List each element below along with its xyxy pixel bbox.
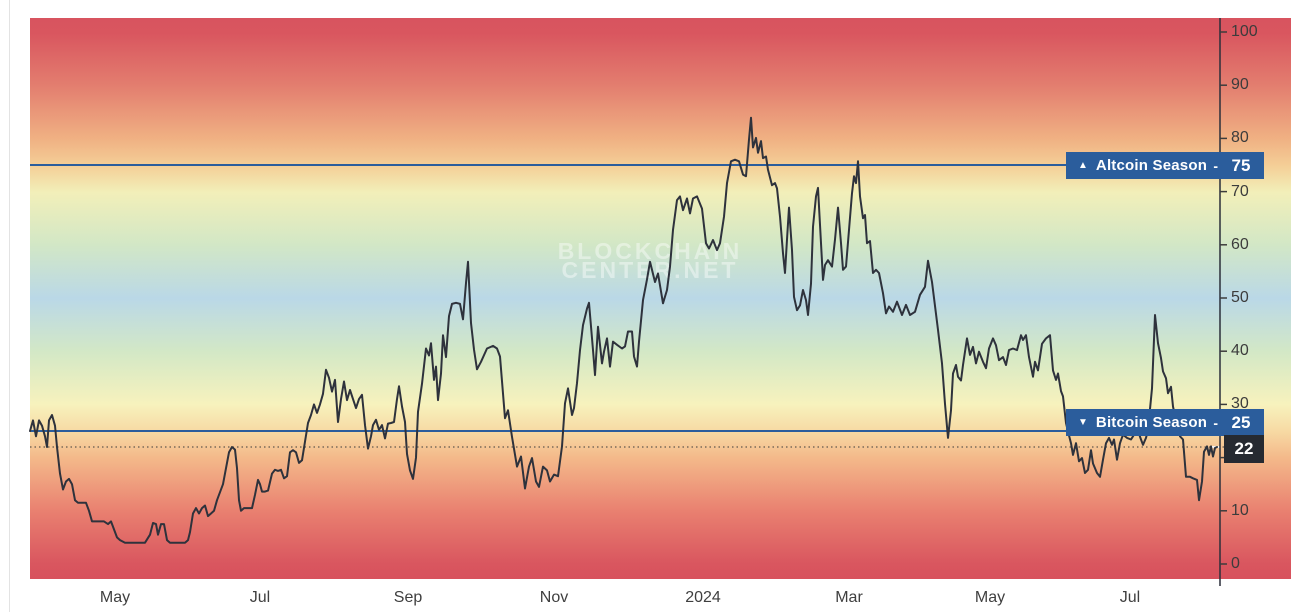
index-line: [29, 116, 1218, 544]
bitcoin-tick-dash: -: [1213, 414, 1218, 431]
y-axis-label: 0: [1231, 555, 1240, 572]
x-axis-label: 2024: [685, 589, 721, 606]
y-axis-label: 40: [1231, 342, 1249, 360]
x-axis-label: Sep: [393, 589, 423, 606]
down-triangle-icon: ▼: [1078, 417, 1088, 428]
x-axis-label: May: [99, 589, 131, 606]
y-axis-label: 80: [1231, 129, 1249, 147]
x-axis-label: May: [974, 589, 1006, 606]
season-gradient-background: [30, 18, 1291, 579]
bitcoin-season-badge: ▼ Bitcoin Season - 25: [1066, 409, 1264, 436]
y-axis-label: 70: [1231, 182, 1249, 200]
y-axis-label: 10: [1231, 501, 1249, 519]
x-axis-label: Jul: [249, 589, 271, 606]
current-value: 22: [1234, 439, 1254, 458]
page-edge-divider: [9, 0, 10, 612]
bitcoin-season-label: Bitcoin Season: [1095, 414, 1208, 431]
bitcoin-threshold-value: 25: [1231, 412, 1251, 432]
x-axis-label: Jul: [1119, 589, 1141, 606]
watermark-line1: BLOCKCHAIN: [557, 238, 743, 264]
x-axis-label: Mar: [835, 589, 863, 606]
y-axis-label: 30: [1231, 395, 1249, 413]
up-triangle-icon: ▲: [1078, 160, 1088, 171]
altcoin-season-badge: ▲ Altcoin Season - 75: [1066, 152, 1264, 179]
y-axis-label: 60: [1231, 235, 1249, 253]
altcoin-season-label: Altcoin Season: [1095, 157, 1208, 174]
y-axis-label: 50: [1231, 289, 1249, 306]
y-axis-label: 90: [1231, 76, 1249, 94]
x-axis-label: Nov: [539, 589, 569, 606]
altcoin-threshold-value: 75: [1231, 155, 1251, 175]
y-axis-label: 100: [1231, 23, 1258, 40]
altcoin-tick-dash: -: [1213, 157, 1218, 174]
current-value-badge: 22: [1224, 435, 1264, 463]
